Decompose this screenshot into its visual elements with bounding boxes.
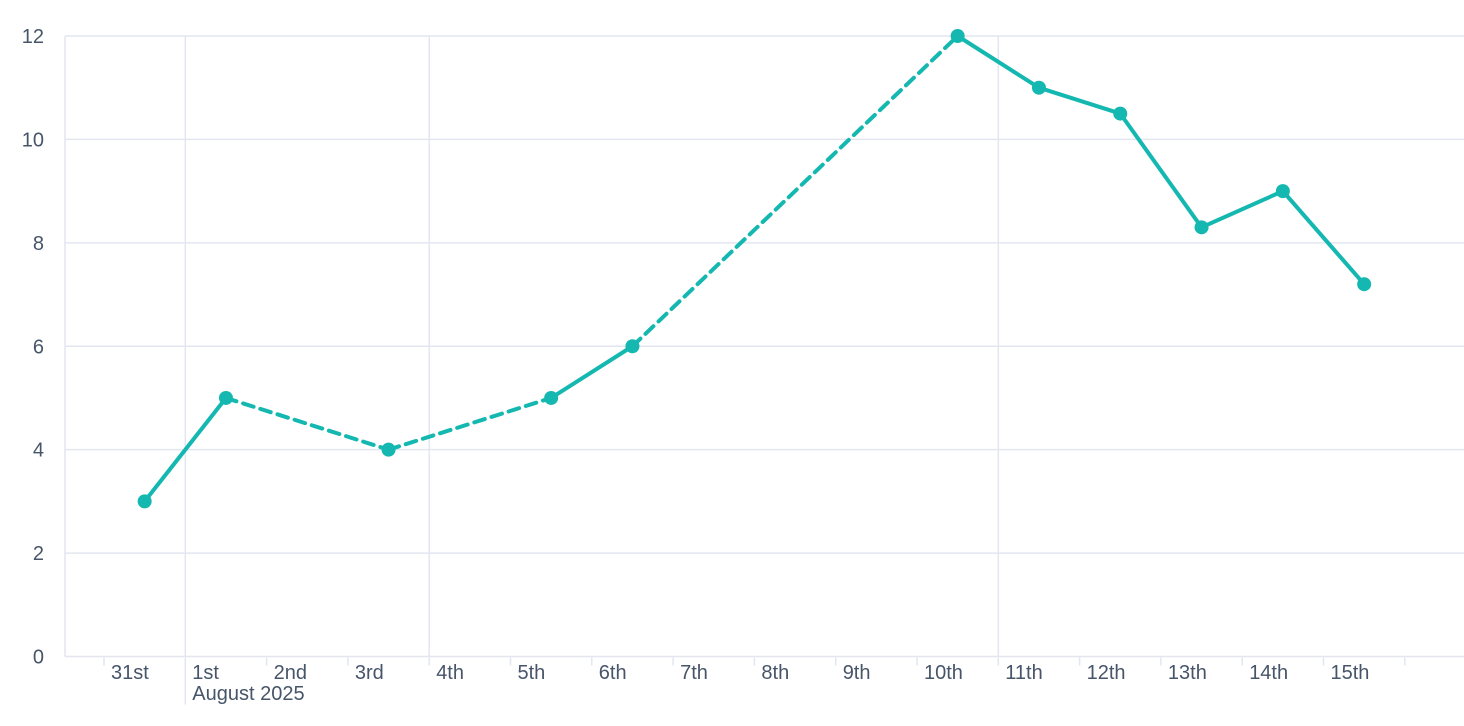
data-point-marker: [1275, 184, 1290, 199]
y-axis-label: 12: [22, 26, 44, 48]
data-point-marker: [1357, 277, 1372, 292]
data-point-marker: [625, 339, 640, 354]
data-point-marker: [544, 390, 559, 405]
x-axis-label: 13th: [1168, 662, 1207, 684]
series-segment: [630, 34, 960, 349]
x-axis-label: 10th: [924, 662, 963, 684]
x-axis-label: 5th: [518, 662, 546, 684]
data-point-marker: [1031, 80, 1046, 95]
y-axis-label: 8: [33, 233, 44, 255]
series-segment: [1036, 85, 1123, 116]
data-point-marker: [381, 442, 396, 457]
month-label: August 2025: [192, 683, 304, 705]
series-segment: [1280, 189, 1367, 287]
x-axis-label: 3rd: [355, 662, 384, 684]
series-segment: [955, 34, 1041, 90]
y-axis-label: 6: [33, 336, 44, 358]
data-point-marker: [950, 29, 965, 43]
x-axis-label: 2nd: [274, 662, 307, 684]
y-axis-label: 10: [22, 129, 44, 151]
series-segment: [386, 395, 554, 452]
x-axis-label: 9th: [843, 662, 871, 684]
x-axis-label: 4th: [436, 662, 464, 684]
x-axis-label: 8th: [761, 662, 789, 684]
x-axis-label: 14th: [1249, 662, 1288, 684]
y-axis-label: 4: [33, 440, 44, 462]
y-axis-label: 0: [33, 647, 44, 669]
series-segment: [223, 395, 391, 452]
series-segment: [1199, 189, 1285, 230]
data-point-marker: [1194, 220, 1209, 235]
series-segment: [142, 395, 228, 504]
x-axis-label: 7th: [680, 662, 708, 684]
data-point-marker: [218, 390, 233, 405]
x-axis-label: 15th: [1331, 662, 1370, 684]
series-segment: [1118, 111, 1204, 230]
data-point-marker: [1113, 106, 1128, 121]
data-point-marker: [137, 494, 152, 509]
x-axis-label: 1st: [192, 662, 219, 684]
x-axis-label: 6th: [599, 662, 627, 684]
series-segment: [549, 344, 635, 400]
y-axis-label: 2: [33, 543, 44, 565]
x-axis-label: 12th: [1087, 662, 1126, 684]
x-axis-label: 31st: [111, 662, 149, 684]
x-axis-label: 11th: [1005, 662, 1042, 684]
